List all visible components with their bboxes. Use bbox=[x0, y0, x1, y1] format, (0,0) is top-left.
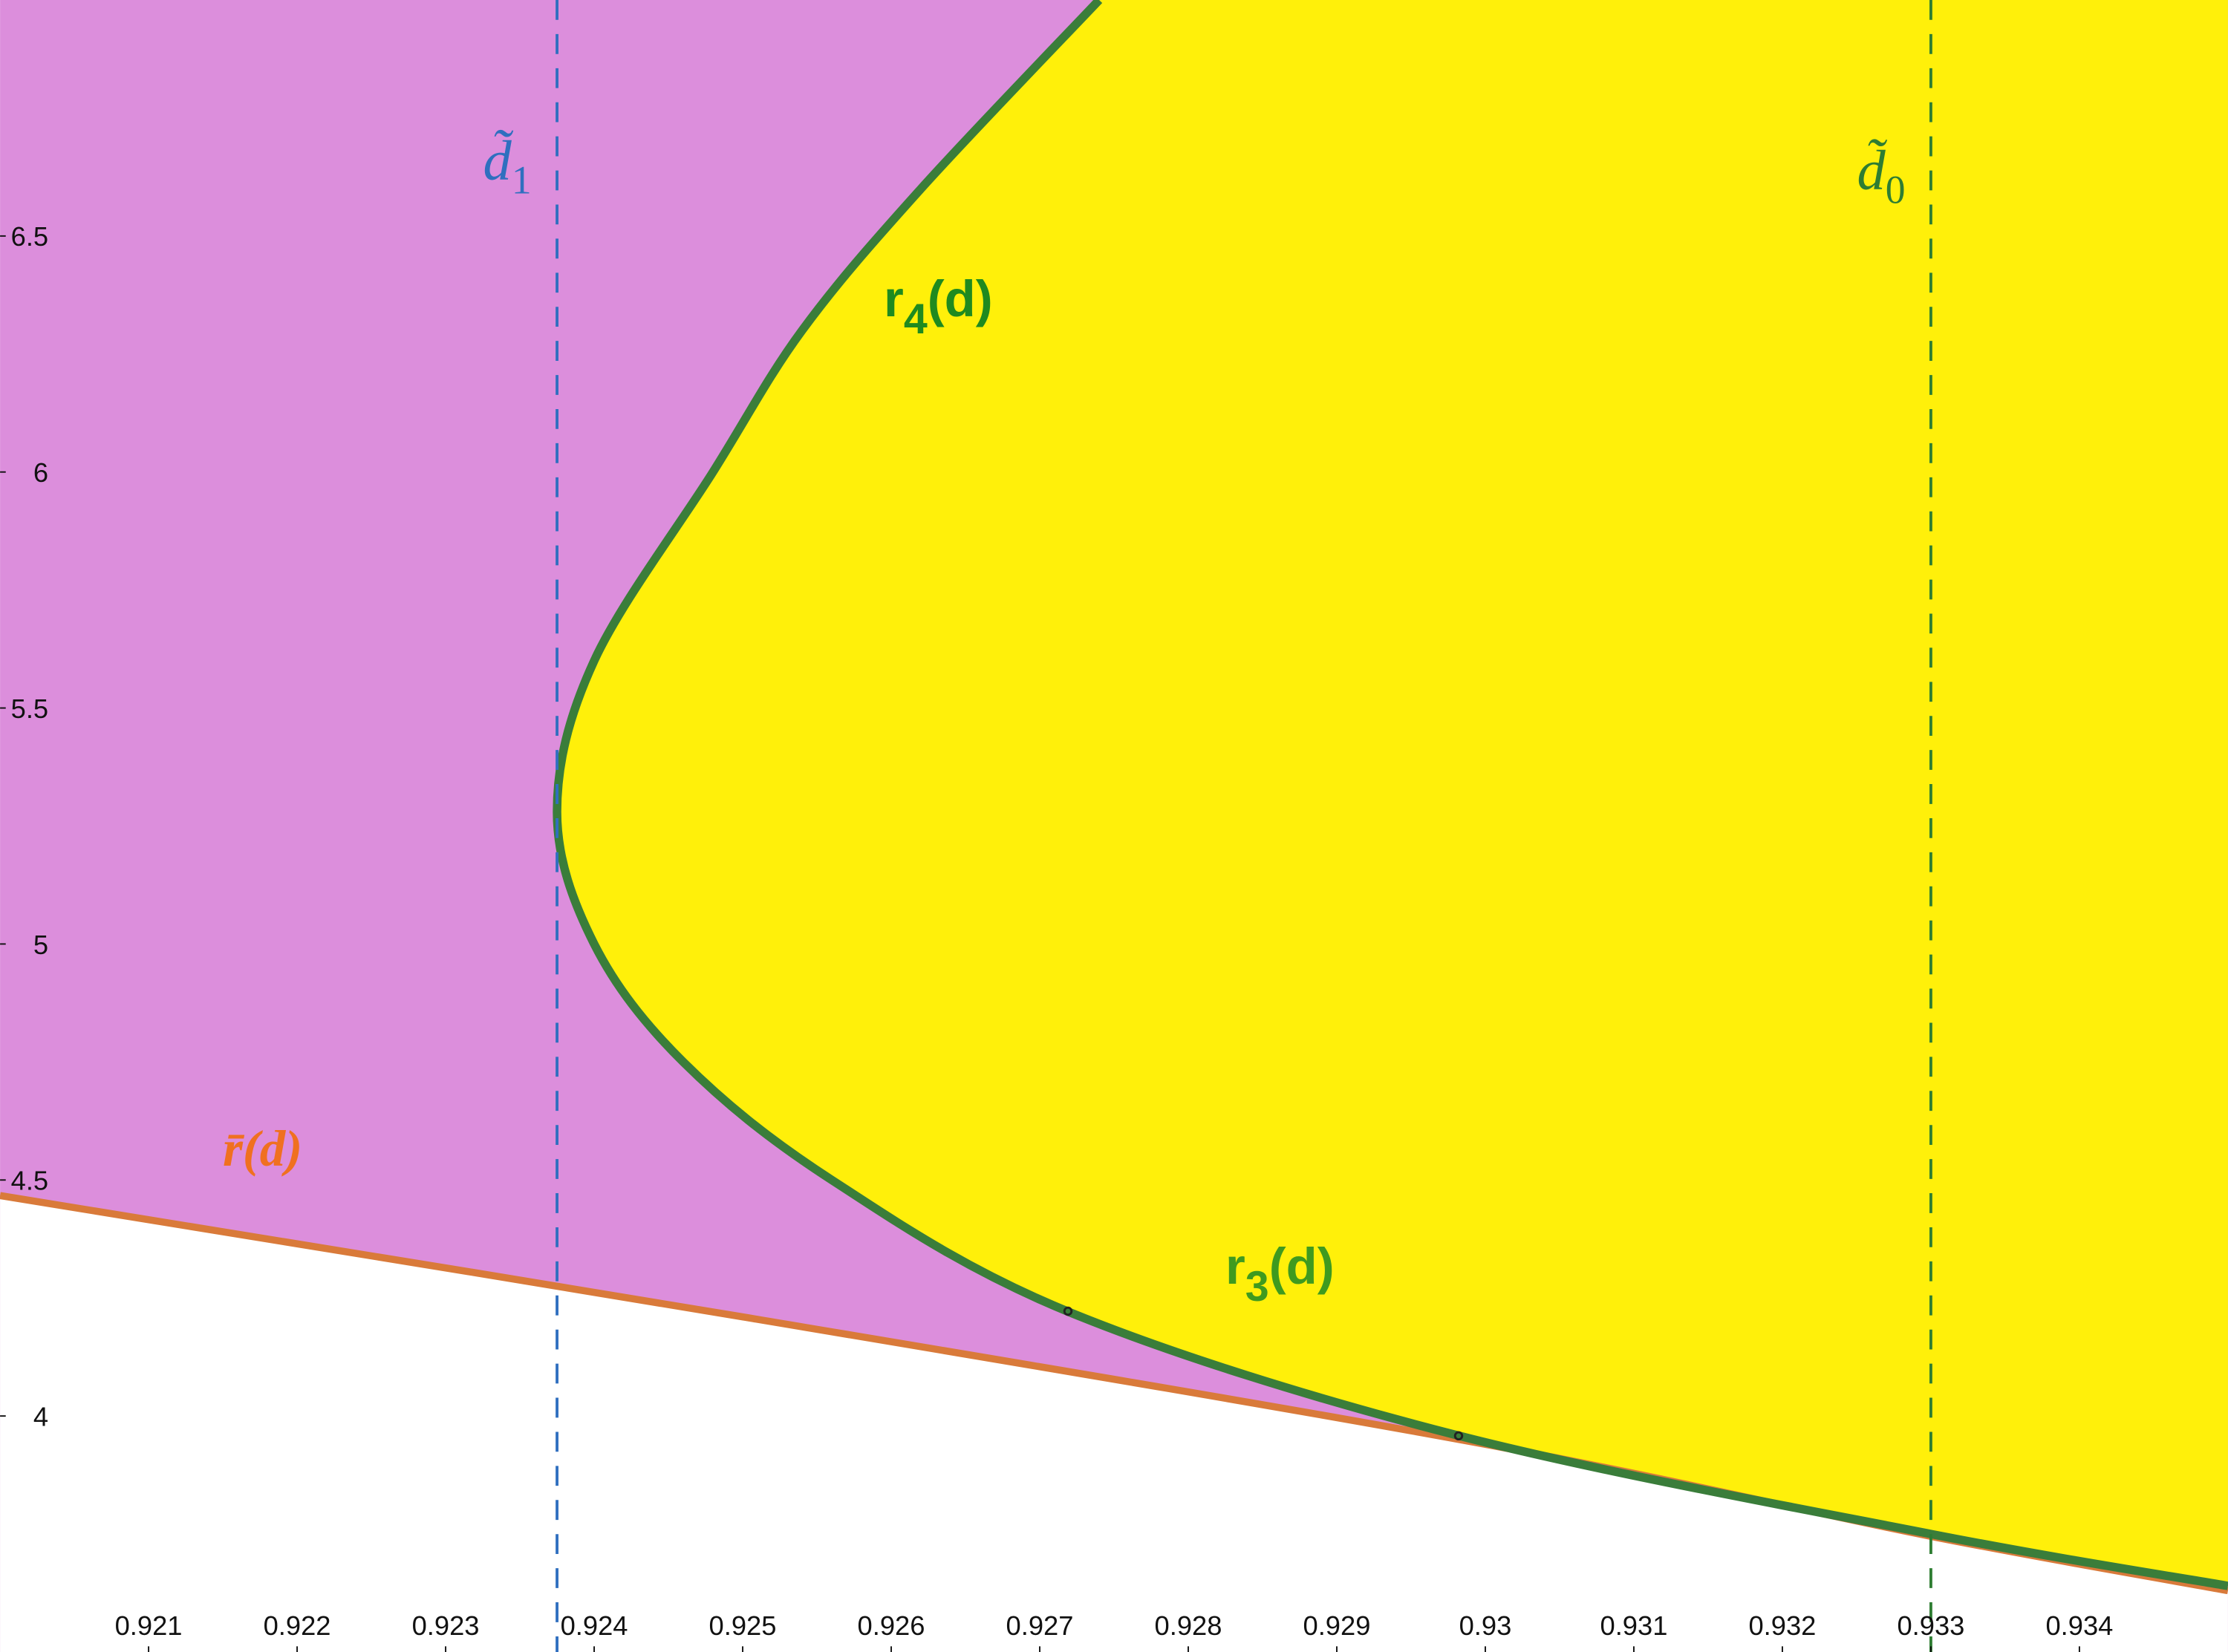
x-tick-label: 0.925 bbox=[709, 1610, 777, 1641]
x-tick-label: 0.934 bbox=[2045, 1610, 2113, 1641]
curve-label: r4(d) bbox=[884, 270, 993, 343]
label-base: r̄ bbox=[223, 1120, 244, 1177]
x-tick-label: 0.929 bbox=[1303, 1610, 1371, 1641]
region-inside bbox=[557, 0, 2228, 1586]
x-tick-label: 0.928 bbox=[1155, 1610, 1222, 1641]
y-tick-label: 6 bbox=[33, 457, 48, 488]
label-rest: (d) bbox=[928, 270, 993, 327]
label-rest: (d) bbox=[243, 1120, 302, 1177]
label-rest: (d) bbox=[1269, 1238, 1335, 1295]
y-tick-label: 4.5 bbox=[11, 1166, 49, 1196]
curve-label: r̄(d) bbox=[223, 1120, 302, 1177]
x-tick-label: 0.931 bbox=[1600, 1610, 1667, 1641]
label-text: d̃ bbox=[483, 129, 514, 192]
x-tick-label: 0.933 bbox=[1897, 1610, 1964, 1641]
label-base: r bbox=[1225, 1238, 1245, 1295]
y-tick-label: 6.5 bbox=[11, 221, 49, 252]
line bbox=[553, 0, 2228, 1590]
curve-label: r3(d) bbox=[1225, 1238, 1335, 1310]
y-tick-label: 4 bbox=[33, 1402, 48, 1432]
x-tick-label: 0.922 bbox=[264, 1610, 331, 1641]
point bbox=[1453, 1431, 1464, 1441]
x-tick-label: 0.932 bbox=[1748, 1610, 1816, 1641]
y-tick-label: 5 bbox=[33, 930, 48, 960]
x-tick-label: 0.93 bbox=[1459, 1610, 1512, 1641]
label-subscript: 3 bbox=[1245, 1263, 1269, 1310]
label-subscript: 0 bbox=[1886, 167, 1906, 212]
x-tick-label: 0.924 bbox=[561, 1610, 628, 1641]
vline-label: d̃1 bbox=[483, 129, 532, 203]
label-base: r bbox=[884, 270, 904, 327]
vline-label: d̃0 bbox=[1857, 138, 1905, 212]
x-tick-label: 0.923 bbox=[412, 1610, 480, 1641]
point bbox=[1063, 1306, 1073, 1316]
label-subscript: 4 bbox=[904, 296, 928, 343]
x-tick-label: 0.926 bbox=[858, 1610, 925, 1641]
y-tick-label: 5.5 bbox=[11, 693, 49, 724]
label-text: d̃ bbox=[1857, 138, 1887, 201]
x-tick-label: 0.921 bbox=[115, 1610, 183, 1641]
x-tick-label: 0.927 bbox=[1006, 1610, 1074, 1641]
label-subscript: 1 bbox=[512, 158, 532, 203]
